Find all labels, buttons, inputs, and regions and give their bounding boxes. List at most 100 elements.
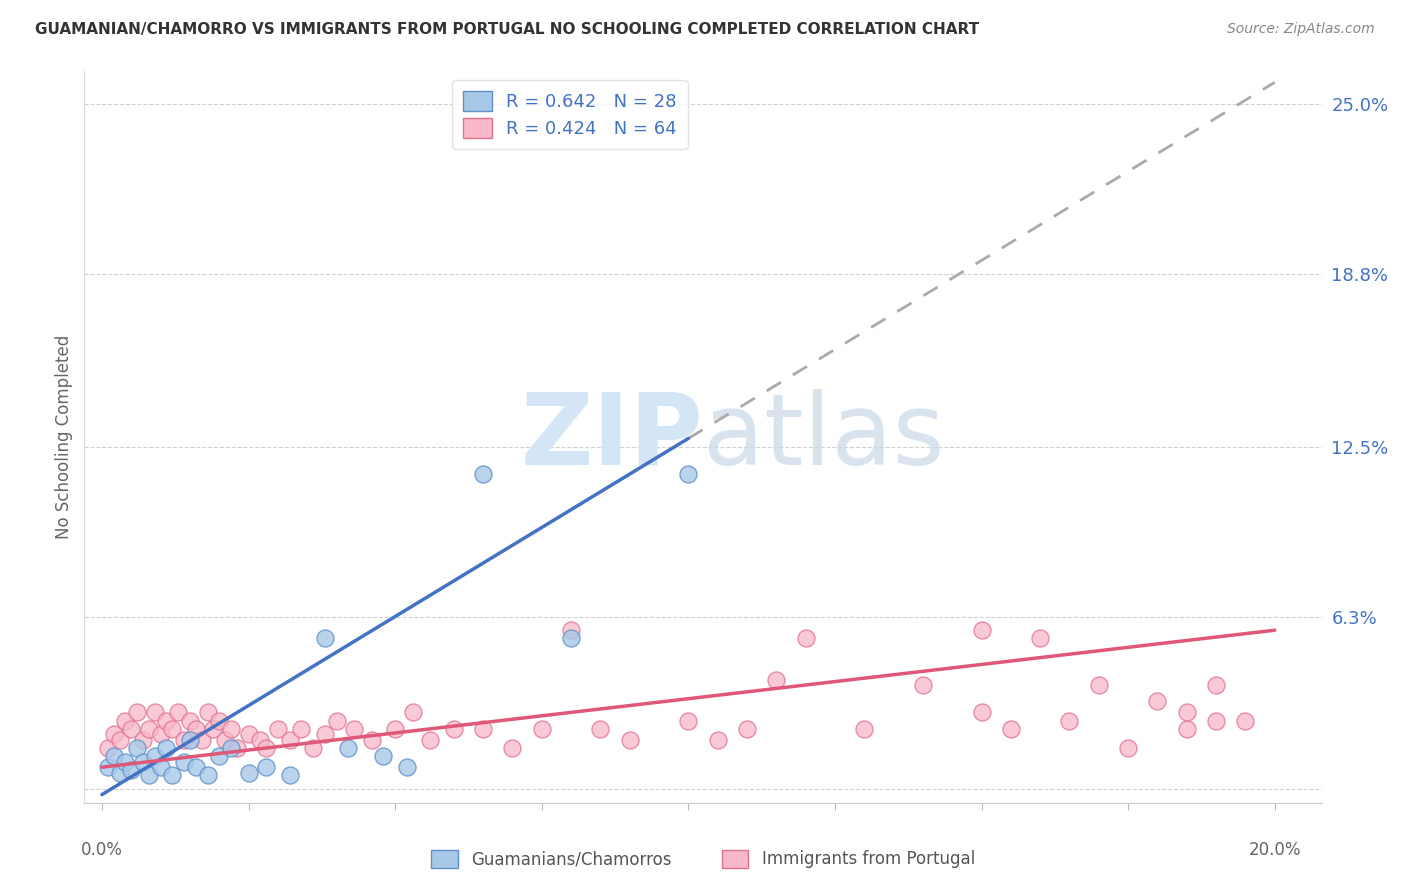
Point — [395, 760, 418, 774]
Point — [1146, 694, 1168, 708]
Point — [108, 732, 131, 747]
Point — [127, 706, 149, 720]
Point — [373, 749, 395, 764]
Point — [619, 732, 641, 747]
Point — [1029, 632, 1052, 646]
Text: 20.0%: 20.0% — [1249, 841, 1301, 859]
Point — [343, 722, 366, 736]
Point — [384, 722, 406, 736]
Point — [472, 722, 495, 736]
Point — [132, 755, 155, 769]
Point — [678, 714, 700, 728]
Point — [238, 765, 260, 780]
Point — [589, 722, 612, 736]
Point — [853, 722, 876, 736]
Point — [249, 732, 271, 747]
Point — [179, 732, 201, 747]
Point — [1088, 678, 1111, 692]
Point — [184, 722, 207, 736]
Point — [114, 755, 136, 769]
Point — [149, 727, 172, 741]
Point — [501, 741, 523, 756]
Point — [97, 741, 120, 756]
Point — [1234, 714, 1257, 728]
Point — [678, 467, 700, 481]
Point — [167, 706, 190, 720]
Point — [138, 768, 160, 782]
Point — [208, 714, 231, 728]
Point — [149, 760, 172, 774]
Point — [911, 678, 934, 692]
Point — [132, 732, 155, 747]
Point — [560, 624, 582, 638]
Point — [103, 727, 125, 741]
Point — [190, 732, 212, 747]
Point — [179, 714, 201, 728]
Point — [1059, 714, 1081, 728]
Point — [419, 732, 441, 747]
Point — [1205, 714, 1227, 728]
Point — [162, 768, 184, 782]
Legend: Guamanians/Chamorros, Immigrants from Portugal: Guamanians/Chamorros, Immigrants from Po… — [425, 843, 981, 875]
Point — [108, 765, 131, 780]
Point — [254, 741, 277, 756]
Point — [138, 722, 160, 736]
Point — [472, 467, 495, 481]
Point — [120, 722, 142, 736]
Point — [114, 714, 136, 728]
Point — [402, 706, 425, 720]
Point — [314, 727, 336, 741]
Point — [970, 624, 993, 638]
Point — [290, 722, 312, 736]
Point — [173, 755, 195, 769]
Point — [238, 727, 260, 741]
Point — [97, 760, 120, 774]
Point — [173, 732, 195, 747]
Point — [443, 722, 465, 736]
Point — [1175, 706, 1198, 720]
Point — [560, 632, 582, 646]
Point — [1175, 722, 1198, 736]
Point — [155, 714, 177, 728]
Point — [794, 632, 817, 646]
Point — [219, 722, 242, 736]
Point — [706, 732, 728, 747]
Point — [735, 722, 758, 736]
Point — [208, 749, 231, 764]
Point — [219, 741, 242, 756]
Point — [530, 722, 553, 736]
Point — [254, 760, 277, 774]
Text: GUAMANIAN/CHAMORRO VS IMMIGRANTS FROM PORTUGAL NO SCHOOLING COMPLETED CORRELATIO: GUAMANIAN/CHAMORRO VS IMMIGRANTS FROM PO… — [35, 22, 979, 37]
Point — [120, 763, 142, 777]
Point — [1205, 678, 1227, 692]
Point — [314, 632, 336, 646]
Point — [1116, 741, 1139, 756]
Point — [278, 732, 301, 747]
Point — [325, 714, 347, 728]
Point — [765, 673, 787, 687]
Point — [197, 706, 219, 720]
Point — [162, 722, 184, 736]
Text: ZIP: ZIP — [520, 389, 703, 485]
Text: atlas: atlas — [703, 389, 945, 485]
Point — [267, 722, 290, 736]
Point — [214, 732, 236, 747]
Point — [360, 732, 382, 747]
Point — [197, 768, 219, 782]
Y-axis label: No Schooling Completed: No Schooling Completed — [55, 335, 73, 539]
Point — [143, 749, 166, 764]
Point — [1000, 722, 1022, 736]
Point — [302, 741, 325, 756]
Point — [103, 749, 125, 764]
Text: 0.0%: 0.0% — [82, 841, 122, 859]
Point — [225, 741, 247, 756]
Point — [143, 706, 166, 720]
Point — [202, 722, 225, 736]
Point — [278, 768, 301, 782]
Point — [127, 741, 149, 756]
Point — [155, 741, 177, 756]
Point — [337, 741, 360, 756]
Text: Source: ZipAtlas.com: Source: ZipAtlas.com — [1227, 22, 1375, 37]
Point — [970, 706, 993, 720]
Point — [184, 760, 207, 774]
